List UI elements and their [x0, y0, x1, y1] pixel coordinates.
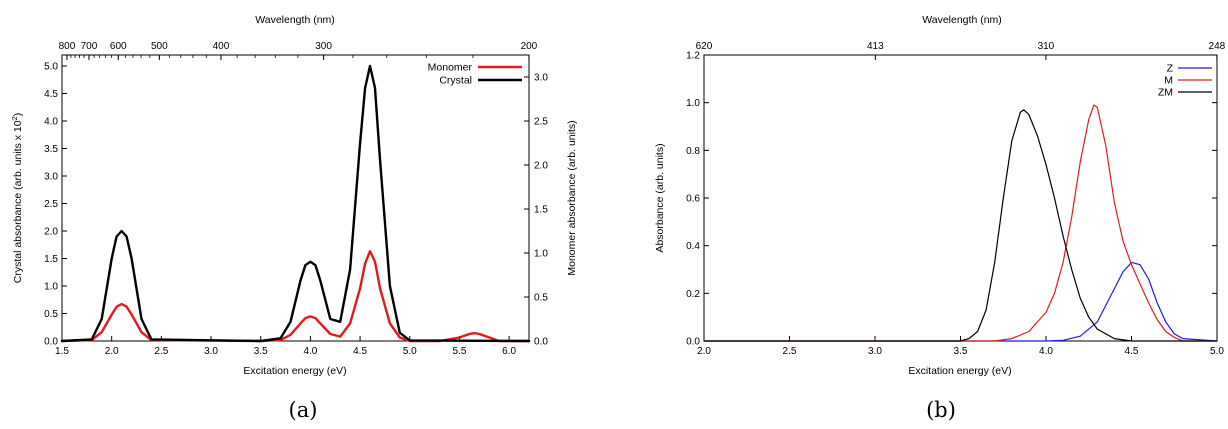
x-tick-label: 3.5 [254, 346, 268, 357]
y-tick-label: 0.0 [44, 337, 58, 348]
y-tick-label: 2.5 [44, 199, 58, 210]
y-axis-label-b: Absorbance (arb. units) [654, 143, 666, 252]
x-tick-label: 3.0 [868, 346, 882, 357]
y-axis-label-left-a-sup: 2 [10, 116, 19, 120]
y-tick-label: 3.0 [44, 172, 58, 183]
y-right-tick-label: 2.5 [534, 117, 548, 128]
top-tick-label: 400 [213, 41, 230, 52]
top-tick-label: 200 [521, 41, 538, 52]
series-line-crystal [60, 64, 531, 343]
x-tick-label: 2.5 [783, 346, 797, 357]
x-tick-label: 3.5 [954, 346, 968, 357]
y-tick-label: 4.5 [44, 89, 58, 100]
top-tick-label: 700 [81, 41, 98, 52]
y-tick-label: 4.0 [44, 117, 58, 128]
series-line-z [703, 261, 1218, 342]
y-axis-label-right-a: Monomer absorbance (arb. units) [566, 120, 578, 275]
legend-label-crystal: Crystal [439, 75, 472, 87]
top-axis-label-b: Wavelength (nm) [922, 14, 1002, 26]
y-right-tick-label: 1.0 [534, 249, 548, 260]
top-tick-label: 800 [59, 41, 76, 52]
y-tick-label: 1.0 [44, 282, 58, 293]
y-tick-label: 0.2 [686, 289, 700, 300]
legend-label-m: M [1164, 75, 1173, 87]
y-tick-label: 0.0 [686, 337, 700, 348]
y-tick-label: 1.0 [686, 98, 700, 109]
series-line-monomer [60, 250, 531, 343]
series-line-m [703, 104, 1218, 342]
y-tick-label: 5.0 [44, 62, 58, 73]
y-axis-label-left-a-close: ) [12, 113, 24, 117]
series-line-zm [703, 109, 1218, 342]
y-right-tick-label: 3.0 [534, 73, 548, 84]
y-tick-label: 0.8 [686, 146, 700, 157]
x-tick-label: 3.0 [204, 346, 218, 357]
x-axis-label-a: Excitation energy (eV) [243, 365, 346, 377]
ticks-b: 2.0 2.5 3.0 3.5 4.0 4.5 5.0 0.0 0.2 0.4 0.6 0.8 1.0 1… [686, 41, 1226, 357]
x-tick-label: 5.5 [452, 346, 466, 357]
x-tick-label: 4.5 [353, 346, 367, 357]
top-tick-label: 500 [151, 41, 168, 52]
plot-frame-a [61, 54, 530, 342]
x-tick-label: 2.0 [697, 346, 711, 357]
y-right-tick-label: 1.5 [534, 205, 548, 216]
chart-panel-a: Wavelength (nm) 1.5 2.0 2.5 3.0 3.5 4.0 4.5 5.0… [10, 14, 578, 422]
y-tick-label: 0.6 [686, 194, 700, 205]
plot-frame-b [703, 54, 1218, 342]
x-tick-label: 4.0 [303, 346, 317, 357]
x-tick-label: 4.5 [1125, 346, 1139, 357]
y-axis-label-left-a-text: Crystal absorbance (arb. units x 10 [12, 120, 24, 283]
y-right-tick-label: 2.0 [534, 161, 548, 172]
caption-a: (a) [289, 398, 318, 422]
ticks-a: 1.5 2.0 2.5 3.0 3.5 4.0 4.5 5.0 5.5 6.0 0.0 0.5 1.0 1… [44, 41, 548, 357]
x-tick-label: 2.5 [154, 346, 168, 357]
legend-label-zm: ZM [1158, 87, 1173, 99]
x-tick-label: 5.0 [1210, 346, 1224, 357]
top-tick-label: 413 [867, 41, 884, 52]
top-tick-label: 600 [110, 41, 127, 52]
series-group-b [703, 104, 1218, 342]
legend-label-monomer: Monomer [428, 62, 473, 74]
top-tick-label: 620 [696, 41, 713, 52]
series-group-a [60, 64, 531, 343]
y-tick-label: 0.4 [686, 241, 700, 252]
y-tick-label: 2.0 [44, 227, 58, 238]
x-axis-label-b: Excitation energy (eV) [908, 365, 1011, 377]
x-tick-label: 2.0 [105, 346, 119, 357]
y-tick-label: 3.5 [44, 144, 58, 155]
legend-label-z: Z [1167, 63, 1174, 75]
top-axis-label-a: Wavelength (nm) [255, 14, 335, 26]
x-tick-label: 1.5 [55, 346, 69, 357]
top-tick-label: 310 [1038, 41, 1055, 52]
x-tick-label: 6.0 [502, 346, 516, 357]
chart-panel-b: Wavelength (nm) 2.0 2.5 3.0 3.5 4.0 4.5 5.0 0.0… [654, 14, 1226, 422]
y-axis-label-left-a: Crystal absorbance (arb. units x 102) [10, 113, 24, 284]
y-tick-label: 1.2 [686, 51, 700, 62]
x-tick-label: 4.0 [1039, 346, 1053, 357]
top-tick-label: 300 [315, 41, 332, 52]
caption-b: (b) [926, 398, 956, 422]
x-tick-label: 5.0 [403, 346, 417, 357]
y-tick-label: 1.5 [44, 254, 58, 265]
y-tick-label: 0.5 [44, 309, 58, 320]
y-right-tick-label: 0.0 [534, 337, 548, 348]
top-tick-label: 248 [1209, 41, 1226, 52]
y-right-tick-label: 0.5 [534, 293, 548, 304]
